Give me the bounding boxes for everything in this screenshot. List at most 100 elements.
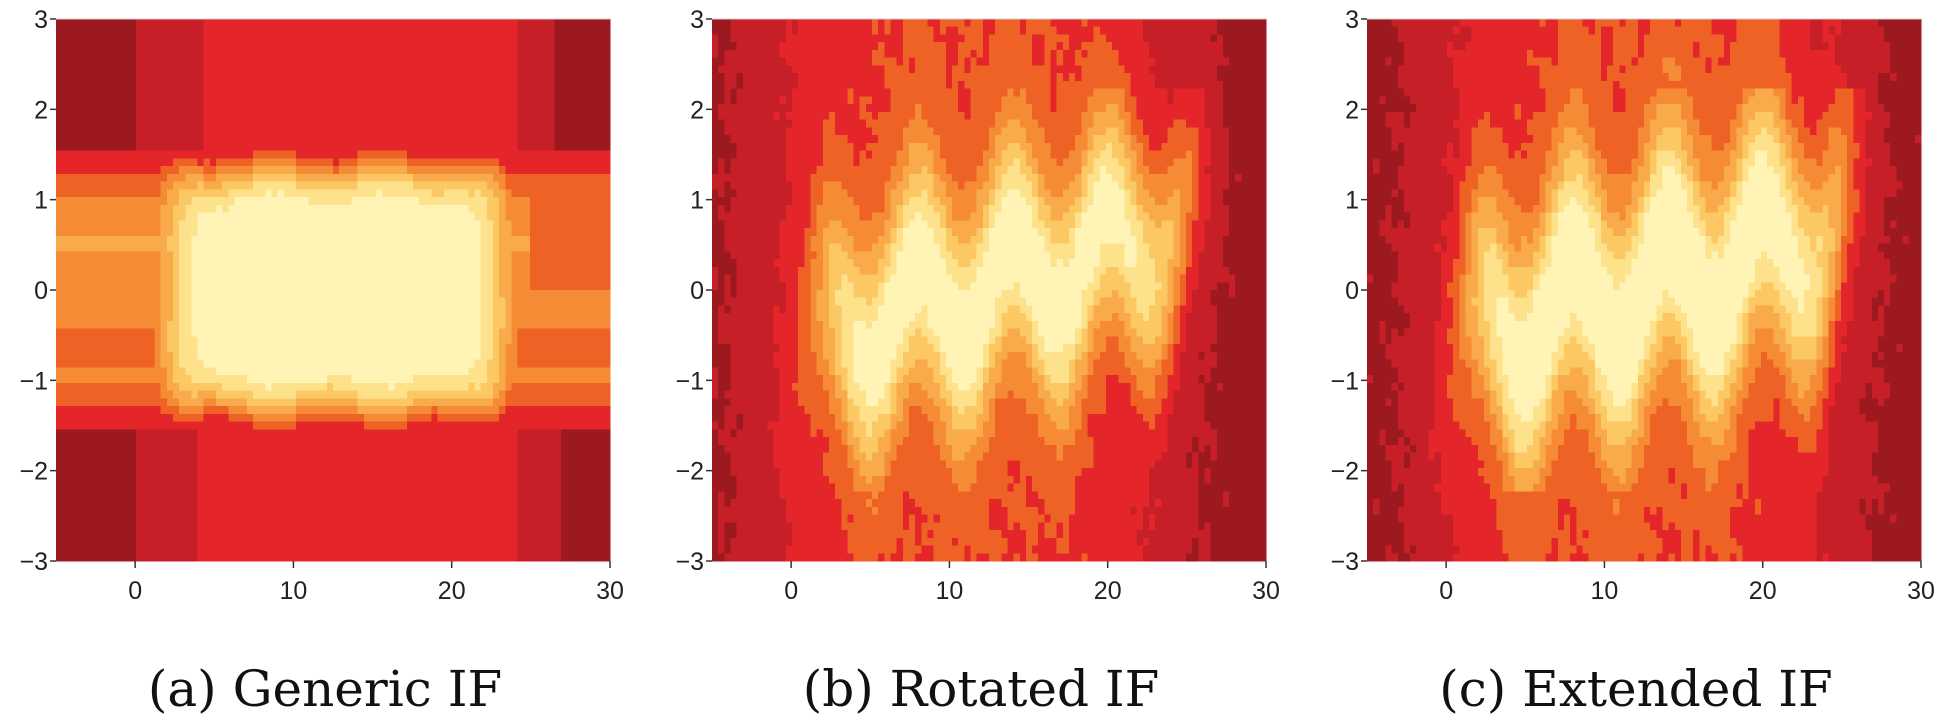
contour-cell <box>890 166 904 175</box>
contour-cell <box>1773 328 1787 338</box>
contour-cell <box>712 406 725 415</box>
contour-cell <box>915 111 922 121</box>
contour-cell <box>841 514 849 523</box>
contour-cell <box>1890 382 1922 392</box>
contour-cell <box>1810 274 1824 283</box>
contour-cell <box>712 135 732 144</box>
contour-cell <box>810 336 824 345</box>
contour-cell <box>933 530 1002 539</box>
contour-cell <box>1816 259 1830 268</box>
contour-cell <box>1093 142 1107 152</box>
contour-cell <box>1730 49 1781 59</box>
contour-cell <box>1099 282 1132 291</box>
contour-cell <box>1118 344 1132 353</box>
contour-cell <box>1871 530 1922 539</box>
contour-cell <box>1397 251 1442 260</box>
contour-cell <box>1440 220 1460 229</box>
contour-cell <box>982 49 990 59</box>
contour-cell <box>1173 266 1187 276</box>
contour-cell <box>1834 166 1842 175</box>
contour-cell <box>517 344 611 353</box>
contour-cell <box>1056 26 1095 36</box>
contour-cell <box>1367 390 1399 399</box>
contour-cell <box>1699 421 1731 430</box>
contour-cell <box>1210 537 1267 547</box>
contour-cell <box>554 111 611 121</box>
contour-cell <box>1699 212 1725 221</box>
contour-cell <box>1050 514 1070 523</box>
contour-cell <box>995 19 1021 28</box>
contour-cell <box>884 390 892 399</box>
contour-cell <box>1001 204 1033 214</box>
contour-cell <box>1828 290 1836 299</box>
contour-cell <box>1142 359 1156 369</box>
contour-cell <box>1044 42 1058 51</box>
contour-cell <box>1785 104 1805 113</box>
contour-cell <box>1385 119 1405 128</box>
contour-cell <box>1044 127 1082 136</box>
contour-cell <box>1142 150 1187 159</box>
contour-cell <box>952 367 978 376</box>
contour-cell <box>1840 19 1879 28</box>
contour-cell <box>884 483 959 492</box>
contour-cell <box>1229 142 1267 152</box>
contour-cell <box>1210 367 1267 376</box>
contour-cell <box>1871 313 1879 322</box>
contour-cell <box>1167 444 1193 454</box>
contour-cell <box>160 204 174 214</box>
contour-cell <box>1847 173 1854 183</box>
contour-cell <box>1514 104 1522 113</box>
contour-cell <box>1539 475 1547 485</box>
contour-cell <box>265 189 273 198</box>
contour-cell <box>1834 259 1842 268</box>
contour-cell <box>896 382 910 392</box>
contour-cell <box>1693 104 1737 113</box>
contour-cell <box>1828 212 1842 221</box>
contour-cell <box>730 305 775 314</box>
contour-cell <box>1142 553 1187 562</box>
contour-cell <box>853 429 867 438</box>
contour-cell <box>1644 382 1657 392</box>
contour-cell <box>1440 313 1454 322</box>
contour-cell <box>804 406 830 415</box>
contour-cell <box>1705 228 1725 237</box>
contour-cell <box>1130 382 1138 392</box>
contour-cell <box>718 104 793 113</box>
contour-cell <box>933 367 941 376</box>
contour-cell <box>1403 119 1411 128</box>
contour-cell <box>160 297 174 307</box>
contour-cell <box>437 413 500 423</box>
contour-cell <box>197 228 482 237</box>
contour-cell <box>1545 243 1553 252</box>
contour-cell <box>1896 220 1922 229</box>
contour-cell <box>1149 42 1224 51</box>
contour-cell <box>1179 220 1187 229</box>
contour-cell <box>1773 336 1787 345</box>
contour-cell <box>1693 111 1737 121</box>
contour-cell <box>742 73 799 82</box>
contour-cell <box>1791 197 1805 206</box>
contour-cell <box>505 197 531 206</box>
contour-cell <box>511 282 531 291</box>
contour-cell <box>1465 320 1479 330</box>
contour-cell <box>1625 88 1657 98</box>
contour-cell <box>1840 274 1848 283</box>
contour-cell <box>1840 181 1848 190</box>
contour-cell <box>865 150 873 159</box>
contour-cell <box>927 166 935 175</box>
contour-cell <box>976 57 990 67</box>
contour-cell <box>902 127 935 136</box>
contour-cell <box>486 204 500 214</box>
contour-cell <box>160 359 174 369</box>
contour-cell <box>742 80 799 90</box>
contour-cell <box>1551 429 1565 438</box>
contour-cell <box>1367 375 1374 384</box>
contour-cell <box>1391 127 1460 136</box>
contour-cell <box>1717 251 1725 260</box>
contour-cell <box>1075 367 1089 376</box>
contour-cell <box>952 468 978 477</box>
contour-cell <box>1551 204 1559 214</box>
contour-cell <box>1044 406 1070 415</box>
contour-cell <box>939 344 984 353</box>
contour-cell <box>1367 235 1387 245</box>
